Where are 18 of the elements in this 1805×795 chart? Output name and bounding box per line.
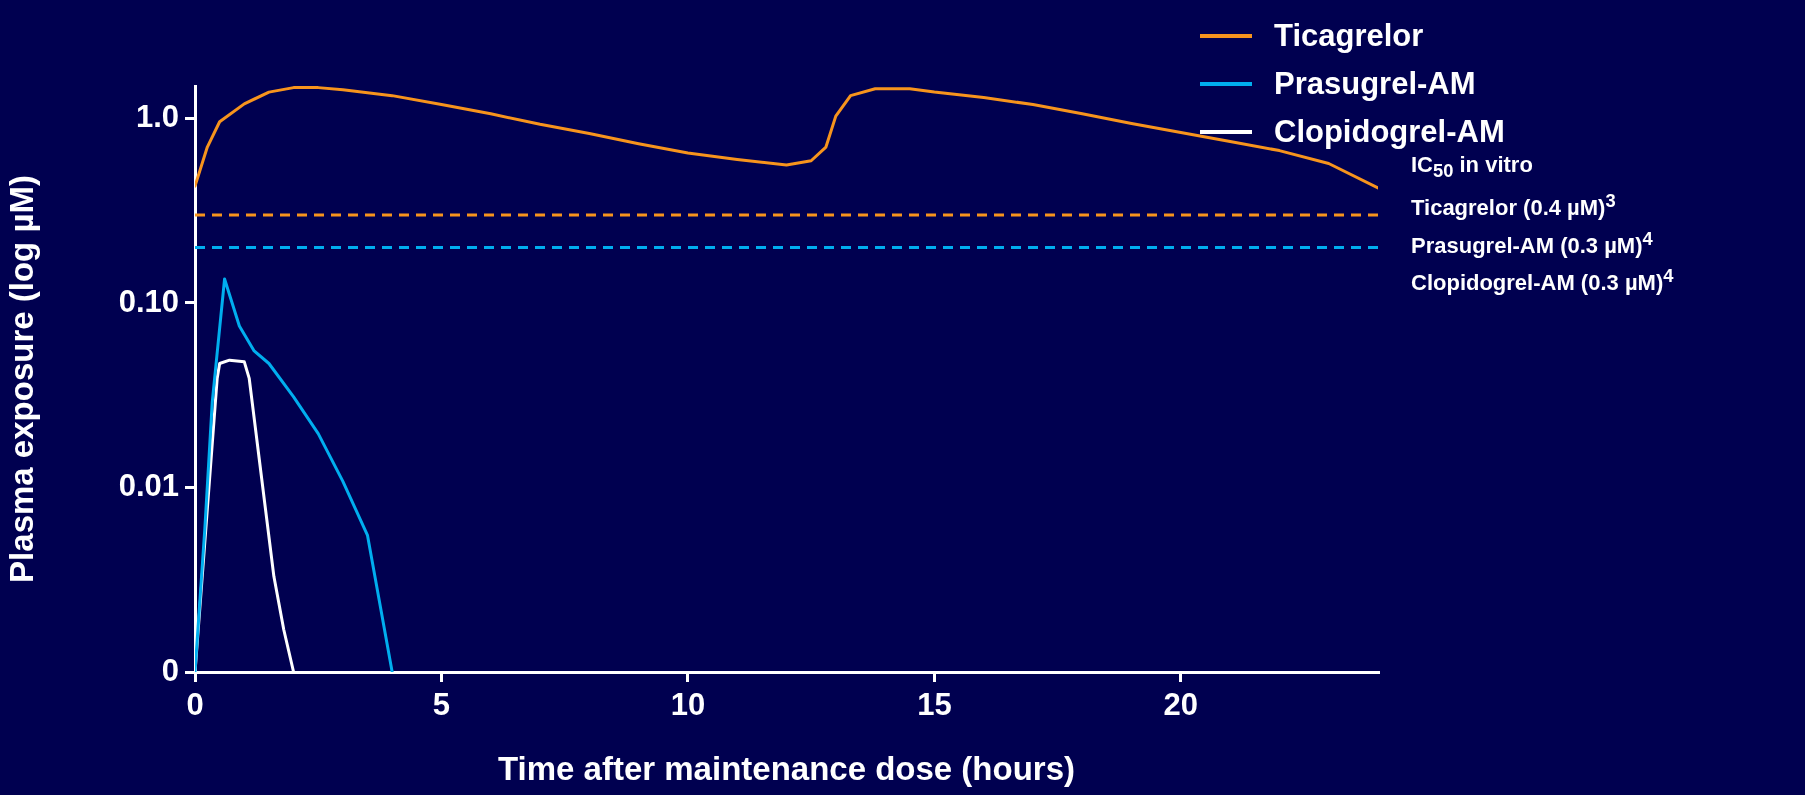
x-tick-label: 15 xyxy=(917,687,952,723)
legend-label: Clopidogrel-AM xyxy=(1274,114,1505,150)
y-tick-label: 0 xyxy=(161,652,179,688)
text: IC$_{50}$ in vitro xyxy=(1411,151,1534,184)
text: Clopidogrel-AM (0.3 µM)$^{4}$ xyxy=(1411,264,1674,298)
x-tick-label: 5 xyxy=(432,687,451,723)
legend-label: Prasugrel-AM xyxy=(1274,66,1476,102)
y-tick-label: 1.0 xyxy=(135,99,179,135)
x-tick-label: 20 xyxy=(1163,687,1199,723)
text: Ticagrelor (0.4 µM)$^{3}$ xyxy=(1411,189,1617,223)
y-tick-label: 0.10 xyxy=(118,283,179,319)
x-axis-title: Time after maintenance dose (hours) xyxy=(497,750,1076,788)
text: Prasugrel-AM (0.3 µM)$^{4}$ xyxy=(1411,226,1654,261)
x-tick-label: 10 xyxy=(670,687,706,723)
legend-label: Ticagrelor xyxy=(1274,18,1424,54)
y-axis-title: Plasma exposure (log µM) xyxy=(2,175,40,583)
x-tick-label: 0 xyxy=(186,687,204,723)
y-tick-label: 0.01 xyxy=(118,468,179,504)
